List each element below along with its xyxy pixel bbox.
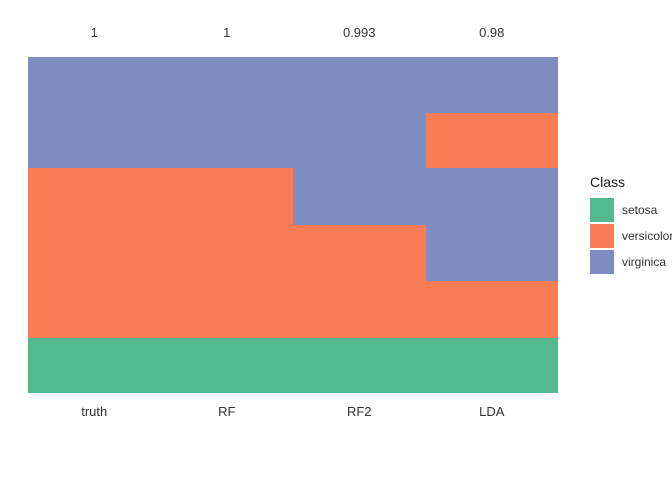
x-axis-labels: truth RF RF2 LDA xyxy=(28,404,558,420)
legend-label: virginica xyxy=(622,255,667,269)
segment-setosa xyxy=(425,337,558,394)
segment-versicolor xyxy=(160,168,293,338)
column-truth xyxy=(28,57,161,394)
segment-versicolor xyxy=(425,113,558,169)
accuracy-value-label: 1 xyxy=(90,25,98,40)
accuracy-value-label: 0.993 xyxy=(342,25,376,40)
segment-versicolor xyxy=(28,168,161,338)
legend: Class setosa versicolor virginica xyxy=(590,174,672,276)
segment-setosa xyxy=(293,337,426,394)
segment-virginica xyxy=(425,168,558,282)
legend-items: setosa versicolor virginica xyxy=(590,198,672,274)
column-RF xyxy=(160,57,293,394)
segment-versicolor xyxy=(293,225,426,338)
x-tick-label-truth: truth xyxy=(81,404,108,419)
top-value-labels: 1 1 0.993 0.98 xyxy=(28,25,558,41)
plot-area xyxy=(28,57,558,394)
segment-virginica xyxy=(293,57,426,226)
column-RF2 xyxy=(293,57,426,394)
legend-item-virginica: virginica xyxy=(590,250,672,274)
legend-label: versicolor xyxy=(622,229,672,243)
legend-item-versicolor: versicolor xyxy=(590,224,672,248)
legend-swatch-versicolor xyxy=(590,224,614,248)
x-tick-label-RF: RF xyxy=(218,404,236,419)
legend-item-setosa: setosa xyxy=(590,198,672,222)
accuracy-value-label: 1 xyxy=(223,25,231,40)
legend-swatch-setosa xyxy=(590,198,614,222)
accuracy-value-label: 0.98 xyxy=(479,25,505,40)
segment-setosa xyxy=(160,337,293,394)
column-LDA xyxy=(425,57,558,394)
legend-title: Class xyxy=(590,174,626,190)
segment-virginica xyxy=(425,57,558,114)
x-tick-label-RF2: RF2 xyxy=(346,404,372,419)
segment-setosa xyxy=(28,337,161,394)
segment-virginica xyxy=(160,57,293,169)
segment-virginica xyxy=(28,57,161,169)
x-tick-label-LDA: LDA xyxy=(479,404,505,419)
legend-label: setosa xyxy=(622,203,658,217)
segment-versicolor xyxy=(425,281,558,338)
legend-swatch-virginica xyxy=(590,250,614,274)
